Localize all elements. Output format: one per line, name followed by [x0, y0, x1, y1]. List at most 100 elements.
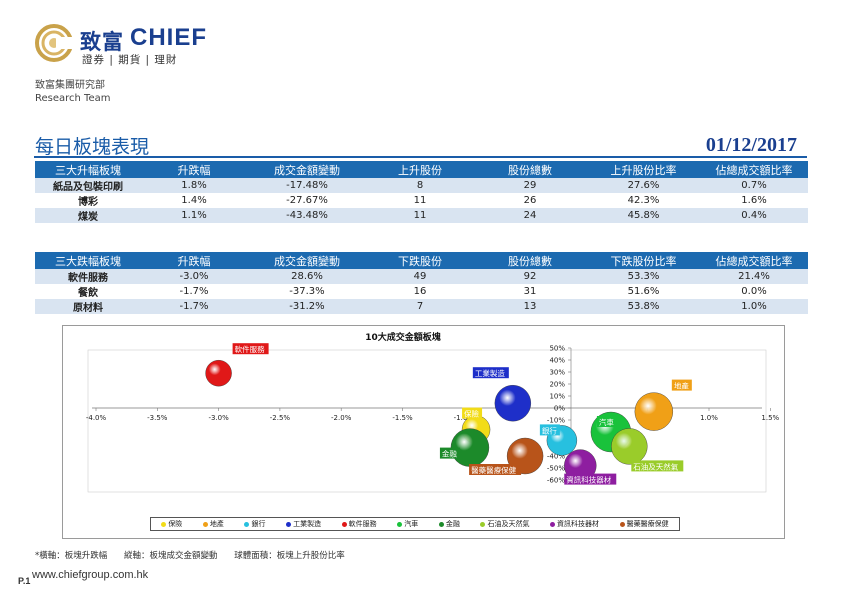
column-header: 佔總成交額比率 [700, 252, 808, 269]
legend-swatch [619, 521, 625, 527]
legend-swatch [480, 521, 486, 527]
table-row: 紙品及包裝印刷 1.8% -17.48% 8 29 27.6% 0.7% [35, 178, 808, 193]
top-falling-sectors-table: 三大跌幅板塊 升跌幅 成交金額變動 下跌股份 股份總數 下跌股份比率 佔總成交額… [35, 252, 808, 314]
sector-name: 紙品及包裝印刷 [35, 178, 141, 193]
bubble-8 [611, 428, 648, 465]
table-cell: -17.48% [247, 178, 367, 193]
legend-label: 工業製造 [293, 520, 322, 528]
legend-swatch [341, 521, 347, 527]
x-tick-label: -2.5% [270, 414, 291, 422]
page-number: P.1 [18, 576, 31, 586]
x-tick-label: 1.5% [761, 414, 779, 422]
legend-swatch [438, 521, 444, 527]
legend-item: 軟件服務 [341, 519, 377, 529]
legend-label: 保險 [168, 520, 183, 528]
legend-label: 醫藥醫療保健 [626, 520, 669, 528]
table-cell: -1.7% [179, 286, 209, 297]
table-row: 煤炭 1.1% -43.48% 11 24 45.8% 0.4% [35, 208, 808, 223]
table-cell: -27.67% [286, 195, 328, 206]
table-cell: 49 [367, 269, 473, 284]
table-row: 餐飲 -1.7% -37.3% 16 31 51.6% 0.0% [35, 284, 808, 299]
y-tick-label: -40% [547, 453, 565, 461]
bubble-chart-canvas: 10大成交金額板塊 -4.0% -3.5% -3.0% -2.5% -2.0% -1.5%… [86, 331, 780, 493]
legend-label: 銀行 [251, 520, 266, 528]
department-label: 致富集團研究部 Research Team [35, 79, 110, 105]
table-cell: -31.2% [247, 299, 367, 314]
bubble-label: 石油及天然氣 [633, 461, 678, 471]
x-tick-label: -3.0% [208, 414, 229, 422]
bubble-label: 銀行 [542, 425, 557, 435]
y-tick-label: 40% [549, 357, 565, 365]
column-header: 下跌股份 [367, 252, 473, 269]
website-link[interactable]: www.chiefgroup.com.hk [32, 569, 149, 581]
table-cell: 0.0% [741, 286, 767, 297]
logo-chinese-name: 致富 [80, 30, 124, 54]
table-cell: -3.0% [141, 269, 247, 284]
legend-item: 醫藥醫療保健 [619, 519, 669, 529]
y-tick-label: 0% [554, 405, 565, 413]
legend-label: 資訊科技器材 [557, 520, 600, 528]
bubble-label-bg [564, 473, 617, 485]
table-cell: 13 [473, 299, 587, 314]
column-header: 下跌股份比率 [587, 252, 700, 269]
x-tick-label: -4.0% [86, 414, 107, 422]
legend-label: 金融 [445, 520, 460, 528]
legend-item: 資訊科技器材 [550, 519, 599, 529]
bubble-label-bg [671, 379, 692, 391]
legend-item: 金融 [438, 519, 460, 529]
chart-title: 10大成交金額板塊 [365, 331, 441, 343]
table-cell: 1.1% [141, 208, 247, 223]
table-cell: -1.7% [141, 299, 247, 314]
table-cell: 42.3% [627, 195, 660, 206]
table-cell: 1.4% [181, 195, 207, 206]
y-tick-label: -50% [547, 465, 565, 473]
bubble-chart: 10大成交金額板塊 -4.0% -3.5% -3.0% -2.5% -2.0% -1.5%… [62, 325, 785, 539]
bubble-label: 工業製造 [475, 368, 505, 378]
legend-item: 保險 [161, 519, 182, 529]
title-divider [34, 156, 807, 158]
logo-tagline: 證券 | 期貨 | 理財 [82, 54, 178, 66]
sector-name: 煤炭 [35, 208, 141, 223]
legend-swatch [397, 521, 403, 527]
table-cell: 92 [473, 269, 587, 284]
table-cell: 28.6% [247, 269, 367, 284]
department-name-cn: 致富集團研究部 [35, 80, 105, 91]
table-cell: 21.4% [700, 269, 808, 284]
table-header-row: 三大升幅板塊 升跌幅 成交金額變動 上升股份 股份總數 上升股份比率 佔總成交額… [35, 161, 808, 178]
table-cell: 11 [413, 195, 427, 206]
x-tick-label: -1.5% [392, 414, 413, 422]
sector-name: 餐飲 [78, 288, 98, 299]
table-cell: 24 [473, 208, 587, 223]
column-header: 股份總數 [473, 252, 587, 269]
table-cell: 31 [523, 286, 537, 297]
bubble-label: 金融 [442, 449, 457, 459]
company-logo: 致富 CHIEF 證券 | 期貨 | 理財 [34, 20, 254, 68]
y-tick-label: 20% [549, 381, 565, 389]
column-header: 成交金額變動 [247, 252, 367, 269]
bubble-label: 保險 [464, 409, 479, 419]
column-header: 三大跌幅板塊 [35, 252, 141, 269]
bubble-label: 汽車 [599, 417, 614, 427]
table-cell: -43.48% [247, 208, 367, 223]
table-cell: -37.3% [289, 286, 325, 297]
bubble-5 [205, 360, 232, 387]
legend-label: 汽車 [404, 520, 419, 528]
y-tick-label: 50% [549, 345, 565, 353]
sector-name: 原材料 [35, 299, 141, 314]
table-cell: 7 [367, 299, 473, 314]
footnote-x-axis: *橫軸：板塊升跌幅 [35, 551, 108, 561]
bubble-label-bg [631, 460, 684, 472]
bubble-label-bg [472, 367, 509, 379]
legend-label: 地產 [209, 520, 224, 528]
plot-area [87, 349, 767, 493]
legend-swatch [244, 521, 250, 527]
y-tick-label: 10% [549, 393, 565, 401]
footnote: *橫軸：板塊升跌幅 縱軸：板塊成交金額變動 球體面積：板塊上升股份比率 [35, 549, 359, 561]
column-header: 三大升幅板塊 [35, 161, 141, 178]
y-tick-label: -60% [547, 477, 565, 485]
bubble-4 [494, 384, 532, 422]
sector-name: 軟件服務 [35, 269, 141, 284]
legend-item: 銀行 [244, 519, 265, 529]
bubble-label-bg [232, 343, 269, 355]
x-tick-label: -2.0% [331, 414, 352, 422]
